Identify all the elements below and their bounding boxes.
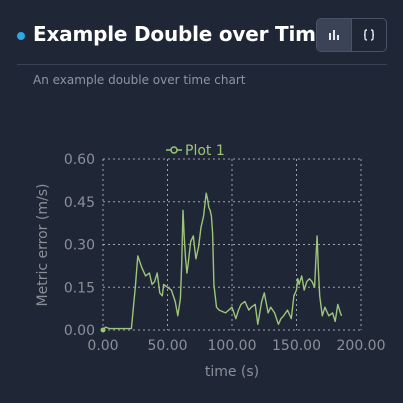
y-tick-label: 0.60	[64, 152, 95, 168]
x-tick-label: 200.00	[337, 338, 386, 354]
y-tick-label: 0.00	[64, 323, 95, 339]
braces-icon	[363, 29, 375, 41]
view-toggle-group	[316, 18, 387, 52]
chart-view-button[interactable]	[317, 19, 351, 51]
x-tick-label: 0.00	[87, 338, 118, 354]
y-tick-label: 0.30	[64, 238, 95, 254]
page-title: Example Double over Time	[33, 22, 330, 46]
y-tick-label: 0.45	[64, 195, 95, 211]
axis-ticks: 0.00 50.00 100.00 150.00 200.00 0.00 0.15 0.30 0…	[64, 152, 386, 354]
x-tick-label: 50.00	[147, 338, 187, 354]
x-tick-label: 150.00	[272, 338, 321, 354]
header-divider	[17, 64, 387, 65]
x-axis-title: time (s)	[205, 364, 259, 380]
chart-subtitle: An example double over time chart	[33, 73, 246, 87]
bar-chart-icon	[329, 30, 339, 40]
y-tick-label: 0.15	[64, 280, 95, 296]
y-axis-title: Metric error (m/s)	[35, 184, 51, 307]
x-tick-label: 100.00	[208, 338, 257, 354]
legend-marker	[170, 146, 178, 154]
code-view-button[interactable]	[351, 19, 386, 51]
legend-label-plot-1: Plot 1	[185, 143, 225, 159]
series-line-plot-1	[102, 192, 343, 331]
series-start-marker	[100, 327, 106, 333]
chart-series	[100, 192, 343, 333]
chart-legend[interactable]: Plot 1	[166, 143, 225, 159]
status-dot	[17, 32, 25, 40]
chart-grid	[102, 158, 362, 331]
card-header: Example Double over Time	[0, 0, 403, 66]
